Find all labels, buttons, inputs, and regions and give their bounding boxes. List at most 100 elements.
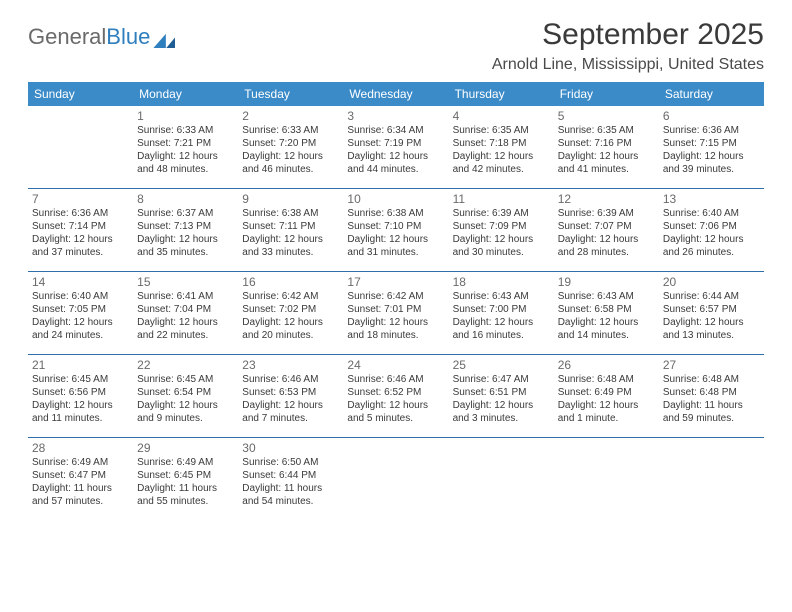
day-cell: 22Sunrise: 6:45 AMSunset: 6:54 PMDayligh… — [133, 355, 238, 437]
day-of-week-header: Sunday Monday Tuesday Wednesday Thursday… — [28, 82, 764, 106]
week-row: 14Sunrise: 6:40 AMSunset: 7:05 PMDayligh… — [28, 272, 764, 355]
day-cell: 3Sunrise: 6:34 AMSunset: 7:19 PMDaylight… — [343, 106, 448, 188]
day-cell: 24Sunrise: 6:46 AMSunset: 6:52 PMDayligh… — [343, 355, 448, 437]
day-sunset: Sunset: 6:47 PM — [32, 470, 129, 483]
day-daylight2: and 42 minutes. — [453, 164, 550, 177]
brand-part2: Blue — [106, 24, 150, 50]
day-sunset: Sunset: 7:00 PM — [453, 304, 550, 317]
day-cell: 1Sunrise: 6:33 AMSunset: 7:21 PMDaylight… — [133, 106, 238, 188]
day-number: 14 — [32, 275, 129, 290]
day-daylight2: and 20 minutes. — [242, 330, 339, 343]
day-daylight2: and 22 minutes. — [137, 330, 234, 343]
day-cell: 30Sunrise: 6:50 AMSunset: 6:44 PMDayligh… — [238, 438, 343, 520]
header: GeneralBlue September 2025 Arnold Line, … — [28, 18, 764, 74]
day-cell: 15Sunrise: 6:41 AMSunset: 7:04 PMDayligh… — [133, 272, 238, 354]
day-cell — [554, 438, 659, 520]
brand-mark-icon — [153, 28, 175, 46]
day-number: 25 — [453, 358, 550, 373]
day-number: 9 — [242, 192, 339, 207]
day-sunset: Sunset: 6:45 PM — [137, 470, 234, 483]
day-daylight1: Daylight: 12 hours — [137, 400, 234, 413]
day-number: 18 — [453, 275, 550, 290]
day-daylight2: and 48 minutes. — [137, 164, 234, 177]
day-daylight1: Daylight: 12 hours — [663, 317, 760, 330]
day-daylight2: and 59 minutes. — [663, 413, 760, 426]
day-cell: 18Sunrise: 6:43 AMSunset: 7:00 PMDayligh… — [449, 272, 554, 354]
day-daylight1: Daylight: 12 hours — [453, 317, 550, 330]
day-number: 30 — [242, 441, 339, 456]
day-daylight2: and 30 minutes. — [453, 247, 550, 260]
dow-thursday: Thursday — [449, 82, 554, 106]
day-daylight2: and 7 minutes. — [242, 413, 339, 426]
day-cell: 8Sunrise: 6:37 AMSunset: 7:13 PMDaylight… — [133, 189, 238, 271]
day-daylight2: and 3 minutes. — [453, 413, 550, 426]
day-daylight2: and 11 minutes. — [32, 413, 129, 426]
day-sunrise: Sunrise: 6:37 AM — [137, 208, 234, 221]
day-cell: 25Sunrise: 6:47 AMSunset: 6:51 PMDayligh… — [449, 355, 554, 437]
day-daylight1: Daylight: 12 hours — [137, 234, 234, 247]
day-daylight1: Daylight: 12 hours — [242, 400, 339, 413]
day-sunrise: Sunrise: 6:43 AM — [558, 291, 655, 304]
day-daylight2: and 24 minutes. — [32, 330, 129, 343]
day-daylight2: and 13 minutes. — [663, 330, 760, 343]
day-daylight1: Daylight: 12 hours — [558, 317, 655, 330]
day-sunrise: Sunrise: 6:49 AM — [137, 457, 234, 470]
day-number: 16 — [242, 275, 339, 290]
day-number: 5 — [558, 109, 655, 124]
day-sunset: Sunset: 7:01 PM — [347, 304, 444, 317]
day-sunrise: Sunrise: 6:33 AM — [137, 125, 234, 138]
day-sunset: Sunset: 6:54 PM — [137, 387, 234, 400]
day-sunrise: Sunrise: 6:41 AM — [137, 291, 234, 304]
day-cell: 9Sunrise: 6:38 AMSunset: 7:11 PMDaylight… — [238, 189, 343, 271]
day-sunset: Sunset: 7:13 PM — [137, 221, 234, 234]
day-cell: 20Sunrise: 6:44 AMSunset: 6:57 PMDayligh… — [659, 272, 764, 354]
day-daylight2: and 54 minutes. — [242, 496, 339, 509]
brand-part1: General — [28, 24, 106, 50]
day-daylight1: Daylight: 12 hours — [137, 151, 234, 164]
day-daylight2: and 14 minutes. — [558, 330, 655, 343]
day-sunrise: Sunrise: 6:34 AM — [347, 125, 444, 138]
day-cell — [659, 438, 764, 520]
title-block: September 2025 Arnold Line, Mississippi,… — [492, 18, 764, 74]
day-daylight1: Daylight: 12 hours — [663, 234, 760, 247]
day-daylight1: Daylight: 12 hours — [558, 234, 655, 247]
day-cell — [449, 438, 554, 520]
day-sunrise: Sunrise: 6:38 AM — [347, 208, 444, 221]
day-daylight1: Daylight: 12 hours — [453, 151, 550, 164]
day-daylight1: Daylight: 12 hours — [242, 317, 339, 330]
dow-saturday: Saturday — [659, 82, 764, 106]
day-sunrise: Sunrise: 6:39 AM — [558, 208, 655, 221]
day-daylight2: and 26 minutes. — [663, 247, 760, 260]
day-cell: 14Sunrise: 6:40 AMSunset: 7:05 PMDayligh… — [28, 272, 133, 354]
day-number: 1 — [137, 109, 234, 124]
day-number: 20 — [663, 275, 760, 290]
day-sunrise: Sunrise: 6:47 AM — [453, 374, 550, 387]
day-cell: 10Sunrise: 6:38 AMSunset: 7:10 PMDayligh… — [343, 189, 448, 271]
day-cell: 28Sunrise: 6:49 AMSunset: 6:47 PMDayligh… — [28, 438, 133, 520]
day-daylight1: Daylight: 12 hours — [558, 151, 655, 164]
day-sunrise: Sunrise: 6:39 AM — [453, 208, 550, 221]
day-cell — [343, 438, 448, 520]
day-daylight2: and 39 minutes. — [663, 164, 760, 177]
day-number: 27 — [663, 358, 760, 373]
day-number: 22 — [137, 358, 234, 373]
day-sunset: Sunset: 7:20 PM — [242, 138, 339, 151]
page-title: September 2025 — [492, 18, 764, 52]
day-number: 17 — [347, 275, 444, 290]
day-sunrise: Sunrise: 6:48 AM — [558, 374, 655, 387]
day-daylight1: Daylight: 11 hours — [242, 483, 339, 496]
day-daylight1: Daylight: 12 hours — [453, 234, 550, 247]
day-sunrise: Sunrise: 6:35 AM — [558, 125, 655, 138]
day-number: 12 — [558, 192, 655, 207]
day-daylight1: Daylight: 11 hours — [32, 483, 129, 496]
day-sunset: Sunset: 7:18 PM — [453, 138, 550, 151]
day-number: 7 — [32, 192, 129, 207]
day-number: 6 — [663, 109, 760, 124]
day-sunset: Sunset: 6:53 PM — [242, 387, 339, 400]
week-row: 7Sunrise: 6:36 AMSunset: 7:14 PMDaylight… — [28, 189, 764, 272]
dow-sunday: Sunday — [28, 82, 133, 106]
day-cell: 29Sunrise: 6:49 AMSunset: 6:45 PMDayligh… — [133, 438, 238, 520]
day-sunset: Sunset: 7:05 PM — [32, 304, 129, 317]
day-daylight2: and 31 minutes. — [347, 247, 444, 260]
day-cell: 19Sunrise: 6:43 AMSunset: 6:58 PMDayligh… — [554, 272, 659, 354]
